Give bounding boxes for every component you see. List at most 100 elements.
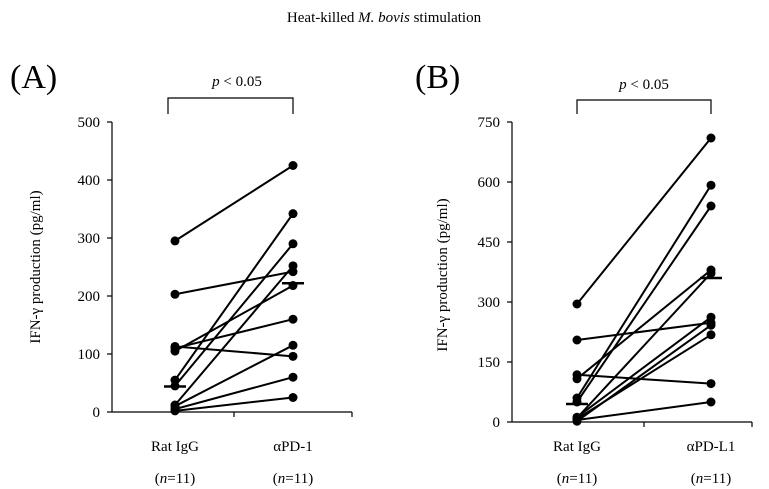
panel-b-n-2-prefix: (: [691, 471, 696, 487]
panel-a-pair-line-5: [174, 213, 294, 381]
panel-b-significance-text: < 0.05: [627, 77, 669, 93]
figure-title-prefix: Heat-killed: [287, 10, 358, 26]
panel-b-label: (B): [415, 59, 460, 96]
panel-a-pair-line-10: [174, 396, 294, 412]
panel-b-point-right-0: [706, 133, 716, 143]
panel-b-ytick-label-4: 600: [478, 175, 501, 191]
panel-b-ytick-label-5: 750: [478, 115, 501, 131]
panel-a-n-2: (n=11): [273, 471, 313, 487]
panel-b-marks: [566, 133, 722, 426]
panel-a-pair-line-4: [174, 284, 294, 352]
panel-b-n-1-suffix: =11): [569, 471, 597, 487]
panel-a-pair-line-6: [174, 243, 294, 387]
panel-a-point-left-10: [170, 406, 180, 416]
panel-b-point-right-8: [706, 330, 716, 340]
panel-a-pair-line-9: [174, 376, 294, 411]
panel-b-point-left-1: [572, 335, 582, 345]
panel-b-pair-line-2: [576, 373, 712, 385]
panel-a-point-right-10: [288, 393, 298, 402]
panel-a-point-right-3: [288, 314, 298, 324]
panel-a-point-right-9: [288, 372, 298, 382]
panel-a-point-left-1: [170, 289, 180, 299]
panel-a-ytick-label-4: 400: [78, 173, 101, 189]
panel-b-n-2: (n=11): [691, 471, 731, 487]
panel-b-significance: p < 0.05: [618, 77, 669, 93]
panel-a-ytick-label-2: 200: [78, 289, 101, 305]
panel-a-n-1-suffix: =11): [167, 471, 195, 487]
figure-title-italic: M. bovis: [357, 10, 410, 26]
panel-a-ytick-label-5: 500: [78, 115, 101, 131]
panel-a-point-right-7: [288, 261, 298, 271]
panel-a-bracket-line: [167, 97, 294, 114]
panel-a-significance-text: < 0.05: [220, 74, 262, 90]
panel-a-ytick-label-1: 100: [78, 347, 101, 363]
panel-b-point-left-3: [572, 374, 582, 384]
panel-b-ytick-label-2: 300: [478, 295, 501, 311]
panel-a-bracket: [167, 97, 294, 114]
panel-a-point-left-4: [170, 346, 180, 356]
panel-a-significance-p: p: [211, 74, 220, 90]
panel-b-n-2-suffix: =11): [703, 471, 731, 487]
panel-b: (B) IFN-γ production (pg/ml) p < 0.05 0 1…: [415, 59, 753, 487]
panel-a-n-1-italic: n: [160, 471, 168, 487]
panel-a-pair-line-8: [174, 344, 294, 408]
panel-a-n-1-prefix: (: [155, 471, 160, 487]
panel-a-ytick-label-3: 300: [78, 231, 101, 247]
panel-b-ytick-label-0: 0: [493, 415, 501, 431]
panel-b-point-right-6: [706, 312, 716, 322]
panel-b-category-1: Rat IgG: [553, 439, 601, 455]
panel-a-point-right-8: [288, 340, 298, 350]
panel-b-ylabel: IFN-γ production (pg/ml): [435, 198, 451, 351]
panel-b-bracket-line: [576, 99, 712, 114]
panel-a-ytick-label-0: 0: [93, 405, 101, 421]
panel-b-point-right-5: [706, 201, 716, 211]
figure-title-suffix: stimulation: [410, 10, 482, 26]
panel-b-category-2: αPD-L1: [687, 439, 736, 455]
panel-a-pair-line-1: [174, 270, 294, 296]
panel-b-pair-line-4: [576, 184, 712, 399]
panel-a-pair-line-0: [174, 164, 294, 242]
panel-a-significance: p < 0.05: [211, 74, 262, 90]
panel-b-bracket: [576, 99, 712, 114]
panel-b-point-right-7: [706, 268, 716, 278]
panel-b-n-2-italic: n: [696, 471, 704, 487]
panel-b-point-right-9: [706, 397, 716, 407]
panel-a-point-right-6: [288, 239, 298, 249]
panel-b-point-left-10: [572, 416, 582, 426]
panel-a-pair-line-3: [174, 318, 294, 350]
panel-b-point-left-0: [572, 299, 582, 309]
panel-b-point-right-4: [706, 180, 716, 190]
panel-b-axes: 0 150 300 450 600 750: [478, 115, 753, 431]
panel-b-ytick-label-3: 450: [478, 235, 501, 251]
panel-b-pair-line-0: [576, 137, 712, 305]
panel-b-pair-line-5: [576, 205, 712, 403]
panel-a-category-2: αPD-1: [273, 439, 313, 455]
panel-a-point-left-0: [170, 236, 180, 246]
panel-b-ytick-label-1: 150: [478, 355, 501, 371]
panel-b-pair-line-7: [576, 272, 712, 419]
panel-a-marks: [164, 161, 304, 416]
panel-a-n-1: (n=11): [155, 471, 195, 487]
panel-a-label: (A): [10, 59, 57, 96]
panel-a-pair-line-7: [174, 265, 294, 406]
panel-b-n-1: (n=11): [557, 471, 597, 487]
panel-b-pair-line-6: [576, 316, 712, 419]
panel-a-axes: 0 100 200 300 400 500: [78, 115, 353, 421]
panel-a: (A) IFN-γ production (pg/ml) p < 0.05 0 1…: [10, 59, 353, 487]
panel-a-n-2-suffix: =11): [285, 471, 313, 487]
panel-a-category-1: Rat IgG: [151, 439, 199, 455]
panel-a-ylabel: IFN-γ production (pg/ml): [28, 190, 44, 343]
panel-b-pair-line-10: [576, 324, 712, 423]
panel-a-n-2-prefix: (: [273, 471, 278, 487]
panel-b-n-1-italic: n: [562, 471, 570, 487]
panel-a-point-right-5: [288, 209, 298, 219]
panel-b-significance-p: p: [618, 77, 627, 93]
panel-b-point-right-10: [706, 320, 716, 330]
figure-title: Heat-killed M. bovis stimulation: [287, 10, 482, 26]
panel-b-point-right-2: [706, 379, 716, 389]
panel-b-pair-line-9: [576, 401, 712, 421]
panel-a-point-right-0: [288, 161, 298, 170]
panel-b-pair-line-1: [576, 321, 712, 341]
panel-b-n-1-prefix: (: [557, 471, 562, 487]
